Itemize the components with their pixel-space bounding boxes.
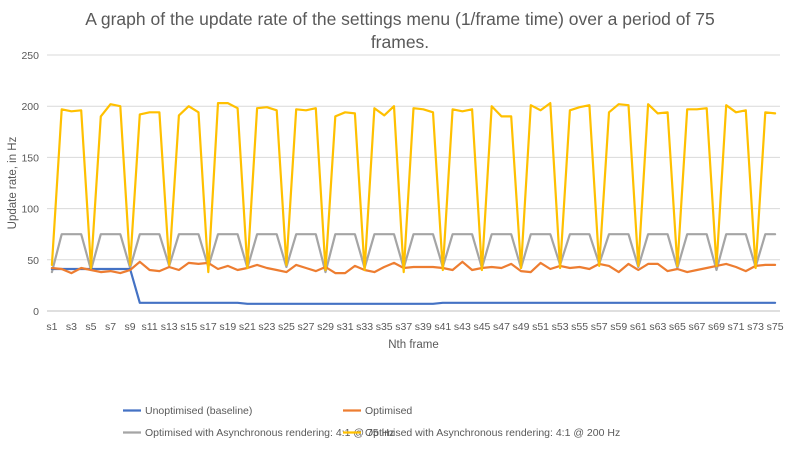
x-tick-label: s67	[688, 321, 705, 333]
x-tick-label: s55	[571, 321, 588, 333]
x-tick-label: s5	[85, 321, 96, 333]
x-tick-label: s51	[532, 321, 549, 333]
series-line-2	[50, 260, 777, 275]
x-tick-label: s3	[66, 321, 77, 333]
x-tick-label: s33	[356, 321, 373, 333]
x-axis-title: Nth frame	[388, 339, 439, 351]
series-line-3	[50, 233, 777, 274]
y-tick-label: 100	[21, 204, 39, 216]
x-tick-label: s1	[46, 321, 57, 333]
legend-label: Optimised with Asynchronous rendering: 4…	[365, 427, 620, 439]
x-tick-label: s17	[200, 321, 217, 333]
x-tick-label: s59	[610, 321, 627, 333]
y-tick-label: 0	[33, 306, 39, 318]
x-tick-label: s9	[125, 321, 136, 333]
x-tick-label: s71	[728, 321, 745, 333]
legend-label: Unoptimised (baseline)	[145, 405, 252, 417]
y-tick-label: 150	[21, 152, 39, 164]
x-tick-label: s65	[669, 321, 686, 333]
y-axis-title: Update rate, in Hz	[7, 136, 19, 229]
y-tick-label: 200	[21, 101, 39, 113]
x-tick-label: s61	[630, 321, 647, 333]
x-tick-label: s39	[415, 321, 432, 333]
x-tick-label: s11	[142, 321, 158, 333]
series-line-1	[50, 267, 777, 305]
x-tick-label: s37	[395, 321, 412, 333]
series-line-4	[50, 101, 777, 274]
legend-label: Optimised	[365, 405, 412, 417]
x-tick-label: s35	[376, 321, 393, 333]
x-tick-label: s49	[513, 321, 530, 333]
x-tick-label: s45	[473, 321, 490, 333]
y-tick-label: 250	[21, 50, 39, 62]
x-tick-label: s19	[219, 321, 236, 333]
chart-title: A graph of the update rate of the settin…	[85, 9, 715, 52]
x-tick-label: s27	[298, 321, 315, 333]
x-tick-label: s43	[454, 321, 471, 333]
y-tick-label: 50	[27, 255, 39, 267]
x-tick-label: s41	[434, 321, 451, 333]
x-tick-label: s25	[278, 321, 295, 333]
x-tick-label: s23	[258, 321, 275, 333]
x-tick-label: s13	[161, 321, 178, 333]
x-tick-label: s53	[552, 321, 569, 333]
x-tick-label: s7	[105, 321, 116, 333]
x-tick-label: s29	[317, 321, 334, 333]
legend-label: Optimised with Asynchronous rendering: 4…	[145, 427, 394, 439]
x-tick-label: s15	[180, 321, 197, 333]
x-tick-label: s69	[708, 321, 725, 333]
x-tick-label: s47	[493, 321, 510, 333]
x-tick-label: s63	[649, 321, 666, 333]
x-tick-label: s31	[337, 321, 354, 333]
x-tick-label: s73	[747, 321, 764, 333]
x-tick-label: s21	[239, 321, 256, 333]
x-tick-label: s75	[767, 321, 784, 333]
x-tick-label: s57	[591, 321, 608, 333]
